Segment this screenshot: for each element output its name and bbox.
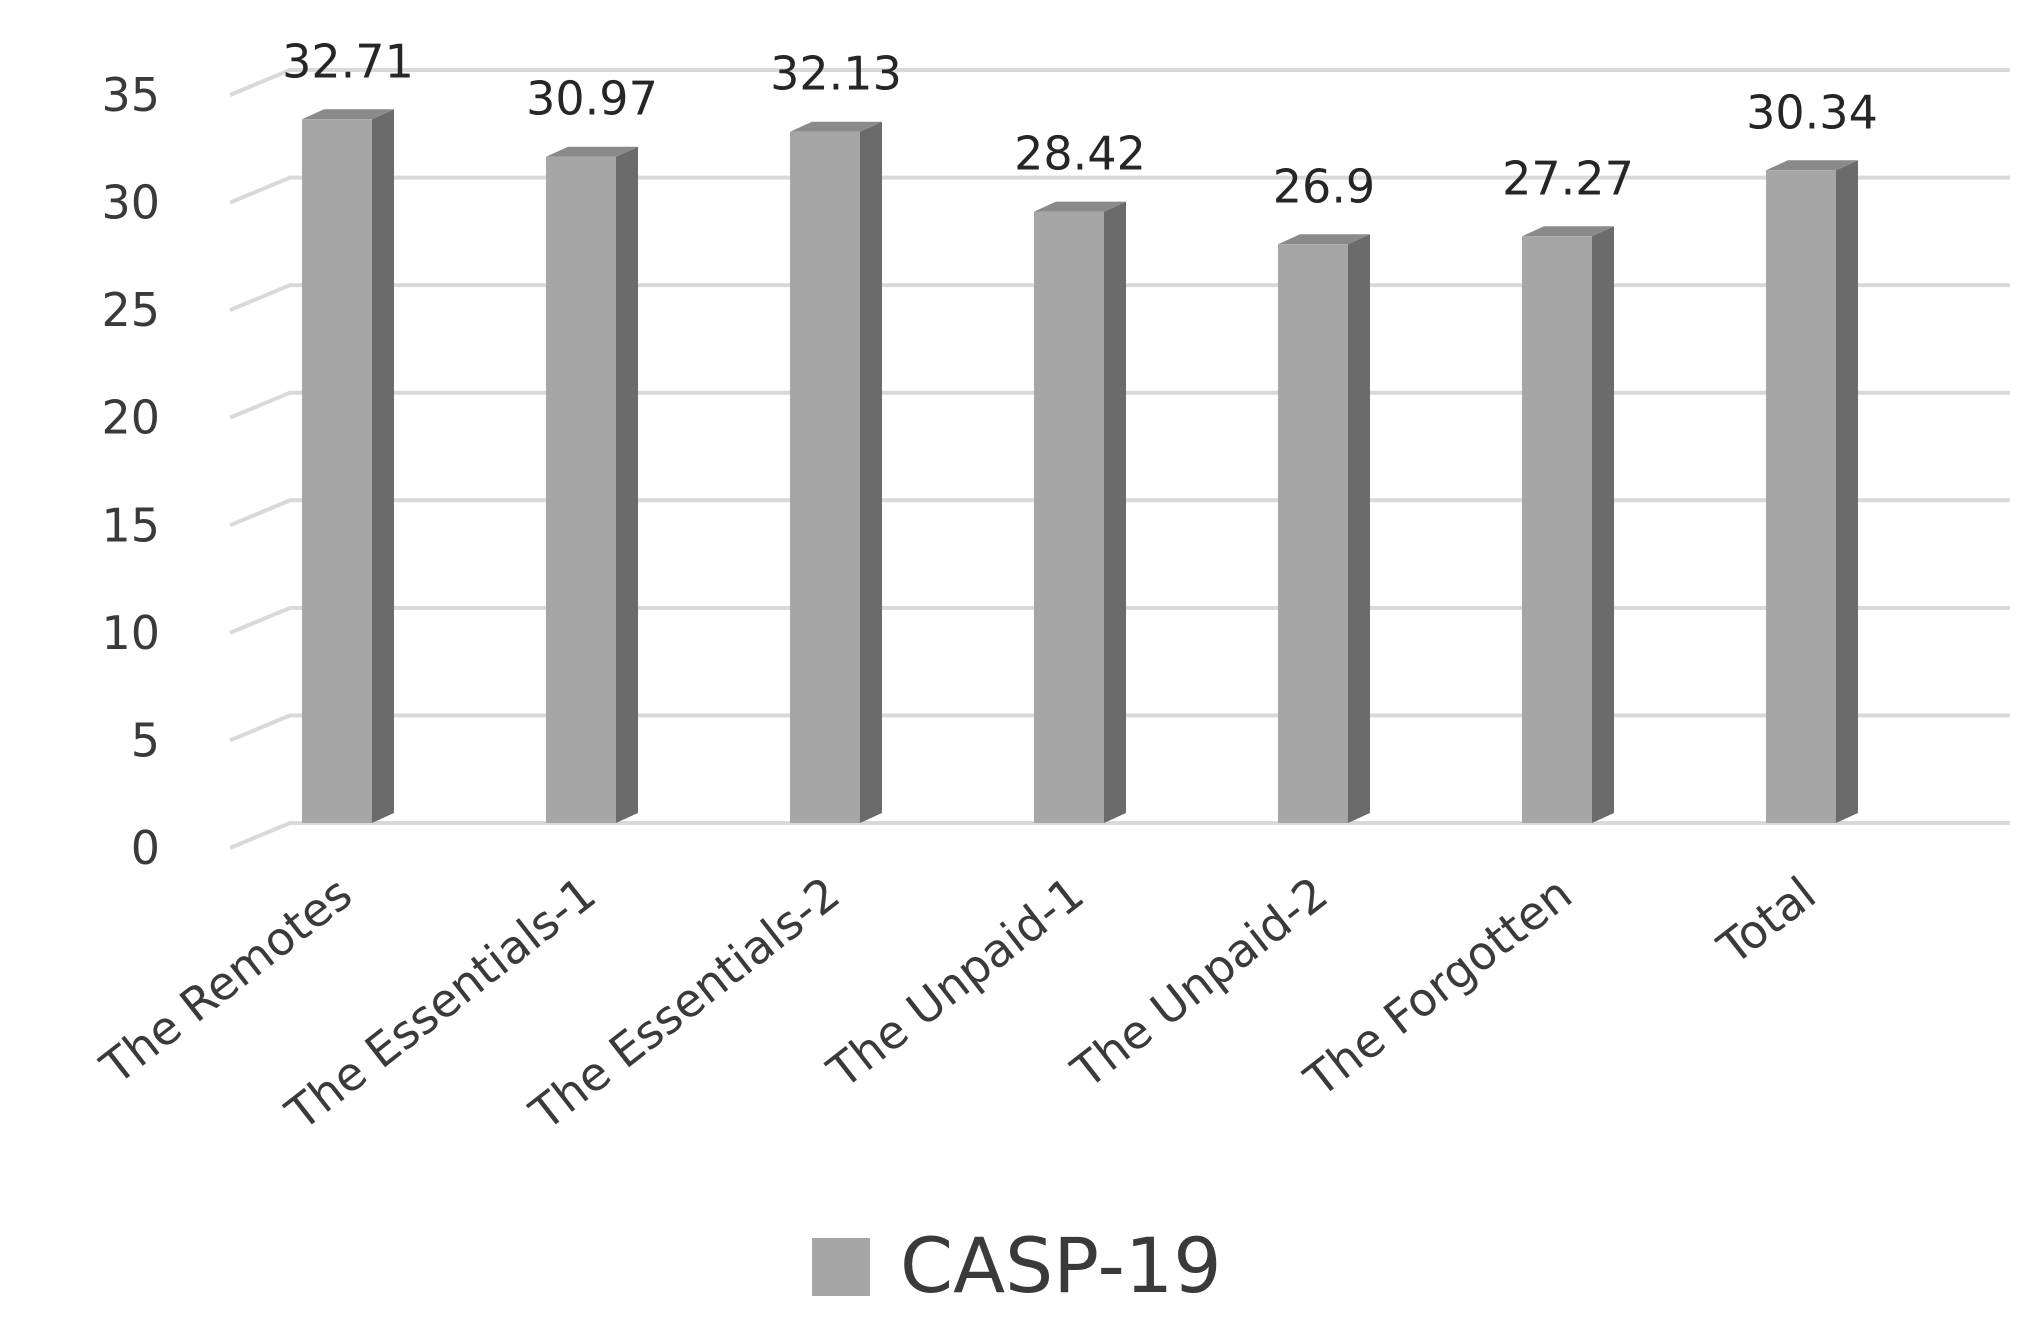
gridlines [229,68,2010,850]
bar [790,121,882,824]
data-labels: 32.71 30.97 32.13 28.42 26.9 27.27 30.34 [282,34,1878,213]
gridline [229,283,2010,312]
y-axis-ticks: 0 5 10 15 20 25 30 35 [101,68,160,875]
data-label: 26.9 [1273,159,1375,213]
legend: CASP-19 [812,1221,1222,1310]
bar-top [1766,160,1858,171]
y-tick-label: 15 [101,498,160,552]
bar-top [1278,234,1370,245]
bar-side [1592,226,1614,824]
bar-front [790,131,860,824]
gridline [229,68,2010,97]
bar-top [1522,226,1614,237]
x-tick-label: The Remotes [90,866,362,1095]
legend-label: CASP-19 [900,1221,1222,1310]
bar-front [302,119,372,824]
bar-side [372,109,394,824]
bar [1034,201,1126,824]
bar [1522,226,1614,824]
bar-top [546,146,638,157]
data-label: 28.42 [1014,127,1146,181]
y-tick-label: 10 [101,606,160,660]
bar [1278,234,1370,823]
bar [1766,160,1858,823]
bar-top [302,109,394,120]
legend-swatch [812,1238,870,1296]
bar-front [546,156,616,823]
x-tick-label: Total [1707,866,1826,975]
bar [546,146,638,823]
bars [302,109,1858,824]
y-tick-label: 20 [101,391,160,445]
bar-front [1766,170,1836,823]
y-tick-label: 5 [131,713,160,767]
gridline [229,390,2010,420]
bar-side [860,121,882,824]
bar-front [1034,211,1104,824]
bar-side [616,146,638,823]
bar-side [1348,234,1370,823]
bar-front [1278,244,1348,823]
y-tick-label: 35 [101,68,160,122]
data-label: 27.27 [1502,151,1634,205]
data-label: 30.34 [1746,85,1878,139]
gridline [229,821,2010,850]
bar-top [790,121,882,132]
x-tick-label: The Forgotten [1294,866,1582,1107]
y-tick-label: 30 [101,176,160,230]
x-tick-label: The Unpaid-1 [817,866,1094,1099]
y-tick-label: 0 [131,821,160,875]
y-tick-label: 25 [101,283,160,337]
bar-top [1034,201,1126,212]
gridline [229,498,2010,528]
data-label: 32.13 [770,47,902,101]
bar-front [1522,236,1592,824]
gridline [229,605,2010,635]
gridline [229,175,2010,205]
data-label: 30.97 [526,72,658,126]
data-label: 32.71 [282,34,414,88]
bar [302,109,394,824]
bar-side [1104,201,1126,824]
bar-side [1836,160,1858,823]
gridline [229,713,2010,743]
